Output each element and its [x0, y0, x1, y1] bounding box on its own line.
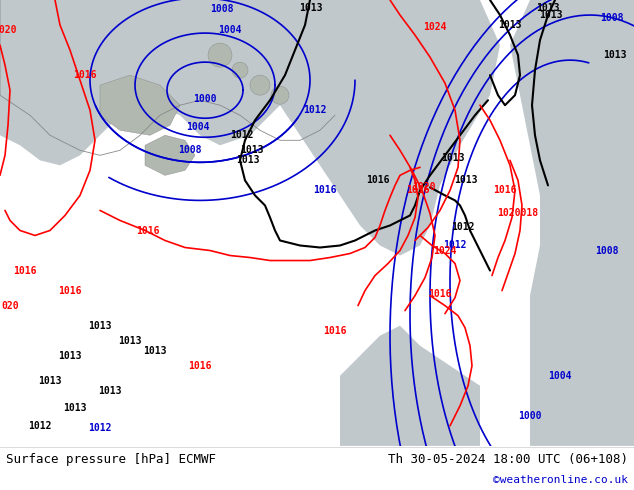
Text: 1008: 1008	[595, 245, 619, 255]
Text: 1013: 1013	[58, 351, 82, 361]
Text: 1004: 1004	[218, 25, 242, 35]
Text: Surface pressure [hPa] ECMWF: Surface pressure [hPa] ECMWF	[6, 453, 216, 466]
Text: 1013: 1013	[119, 336, 142, 345]
Text: 020: 020	[1, 301, 19, 311]
Text: Th 30-05-2024 18:00 UTC (06+108): Th 30-05-2024 18:00 UTC (06+108)	[388, 453, 628, 466]
Text: 1016: 1016	[313, 185, 337, 196]
Text: 1012: 1012	[451, 222, 475, 232]
Circle shape	[208, 43, 232, 67]
Text: 1012: 1012	[29, 421, 52, 431]
Polygon shape	[510, 0, 634, 446]
Text: 1000: 1000	[193, 94, 217, 104]
Polygon shape	[100, 75, 180, 135]
Text: 1004: 1004	[548, 371, 572, 381]
Text: 1012: 1012	[443, 241, 467, 250]
Text: 1008: 1008	[210, 4, 234, 14]
Text: 1013: 1013	[603, 50, 627, 60]
Text: 1016: 1016	[13, 266, 37, 275]
Text: 1013: 1013	[240, 146, 264, 155]
Text: 1012: 1012	[230, 130, 254, 140]
Text: 1024: 1024	[433, 245, 456, 255]
Text: 1013: 1013	[498, 20, 522, 30]
Text: 1013: 1013	[441, 153, 465, 163]
Text: 1013: 1013	[63, 403, 87, 413]
Text: 1012: 1012	[88, 423, 112, 433]
Text: 1008: 1008	[178, 146, 202, 155]
Text: 1020: 1020	[412, 182, 436, 193]
Text: 1008: 1008	[600, 13, 624, 23]
Text: 1013: 1013	[454, 175, 478, 185]
Text: 1016: 1016	[323, 326, 347, 336]
Text: 1013: 1013	[143, 346, 167, 356]
Text: 1013: 1013	[236, 155, 260, 165]
Text: 1016: 1016	[406, 185, 430, 196]
Text: 1016: 1016	[188, 361, 212, 371]
Text: 1020: 1020	[0, 25, 16, 35]
Text: 1020018: 1020018	[498, 208, 538, 219]
Text: 1013: 1013	[299, 3, 323, 13]
Text: 1013: 1013	[88, 320, 112, 331]
Text: 1013: 1013	[536, 3, 560, 13]
Text: 1016: 1016	[366, 175, 390, 185]
Text: 1012: 1012	[303, 105, 327, 115]
Text: 1016: 1016	[493, 185, 517, 196]
Polygon shape	[340, 326, 480, 446]
Circle shape	[232, 62, 248, 78]
Text: 1013: 1013	[98, 386, 122, 396]
Text: 1013: 1013	[540, 10, 563, 20]
Circle shape	[250, 75, 270, 95]
Text: 1000: 1000	[518, 411, 541, 421]
Text: 1004: 1004	[186, 122, 210, 132]
Polygon shape	[145, 135, 195, 175]
Text: ©weatheronline.co.uk: ©weatheronline.co.uk	[493, 475, 628, 485]
Circle shape	[271, 86, 289, 104]
Text: 1024: 1024	[424, 22, 447, 32]
Polygon shape	[0, 0, 310, 165]
Text: 1016: 1016	[428, 289, 452, 298]
Polygon shape	[270, 0, 500, 255]
Text: 1016: 1016	[58, 286, 82, 295]
Text: 1016: 1016	[136, 226, 160, 237]
Text: 1016: 1016	[74, 70, 97, 80]
Text: 1013: 1013	[38, 376, 61, 386]
